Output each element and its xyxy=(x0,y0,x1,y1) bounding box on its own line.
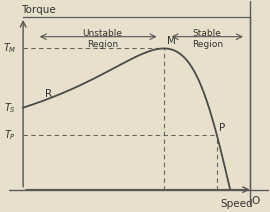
Text: P: P xyxy=(219,123,225,133)
Text: R: R xyxy=(45,89,52,99)
Text: $T_S$: $T_S$ xyxy=(4,101,16,114)
Text: M: M xyxy=(167,36,176,46)
Text: Torque: Torque xyxy=(21,5,56,15)
Text: O: O xyxy=(252,195,260,205)
Text: $T_P$: $T_P$ xyxy=(4,128,16,142)
Text: $T_M$: $T_M$ xyxy=(3,42,16,55)
Text: Speed: Speed xyxy=(220,199,253,209)
Text: Unstable
Region: Unstable Region xyxy=(83,29,123,49)
Text: Stable
Region: Stable Region xyxy=(192,29,223,49)
